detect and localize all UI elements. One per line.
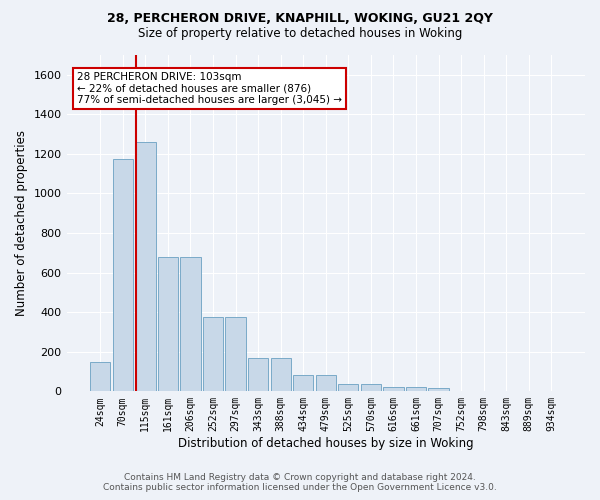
Bar: [428, 388, 449, 392]
Text: 28, PERCHERON DRIVE, KNAPHILL, WOKING, GU21 2QY: 28, PERCHERON DRIVE, KNAPHILL, WOKING, G…: [107, 12, 493, 26]
Bar: [113, 159, 133, 392]
Bar: [338, 384, 358, 392]
Bar: [158, 257, 178, 392]
Bar: [383, 388, 404, 392]
Bar: [271, 358, 291, 392]
Bar: [90, 362, 110, 392]
Text: Size of property relative to detached houses in Woking: Size of property relative to detached ho…: [138, 28, 462, 40]
Bar: [361, 384, 381, 392]
Text: 28 PERCHERON DRIVE: 103sqm
← 22% of detached houses are smaller (876)
77% of sem: 28 PERCHERON DRIVE: 103sqm ← 22% of deta…: [77, 72, 342, 105]
Bar: [203, 317, 223, 392]
X-axis label: Distribution of detached houses by size in Woking: Distribution of detached houses by size …: [178, 437, 473, 450]
Text: Contains HM Land Registry data © Crown copyright and database right 2024.
Contai: Contains HM Land Registry data © Crown c…: [103, 473, 497, 492]
Y-axis label: Number of detached properties: Number of detached properties: [15, 130, 28, 316]
Bar: [226, 317, 246, 392]
Bar: [181, 257, 200, 392]
Bar: [316, 374, 336, 392]
Bar: [406, 388, 426, 392]
Bar: [248, 358, 268, 392]
Bar: [293, 374, 313, 392]
Bar: [135, 142, 155, 392]
